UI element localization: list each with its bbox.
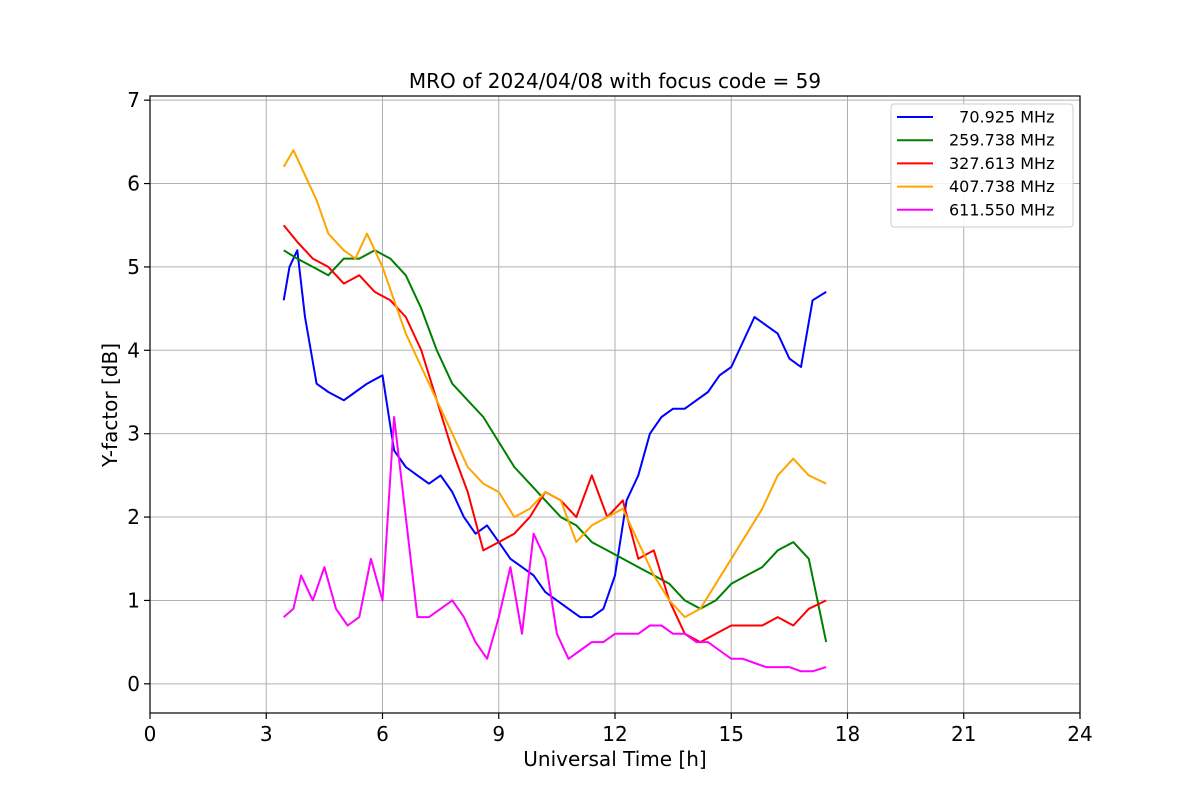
legend-label: 407.738 MHz [949,177,1054,196]
y-tick-label: 7 [127,88,140,112]
series-layer [282,149,828,673]
y-tick-label: 5 [127,255,140,279]
x-tick-label: 15 [719,722,744,746]
y-tick-label: 1 [127,588,140,612]
legend-label: 611.550 MHz [949,200,1054,219]
y-tick-label: 2 [127,505,140,529]
x-tick-label: 18 [835,722,860,746]
legend-label: 327.613 MHz [949,154,1054,173]
chart-title: MRO of 2024/04/08 with focus code = 59 [409,69,821,93]
y-tick-label: 0 [127,672,140,696]
y-tick-label: 4 [127,338,140,362]
y-axis-label: Y-factor [dB] [98,343,122,468]
series-line-5 [283,416,827,673]
series-line-4 [282,149,827,619]
legend: 70.925 MHz 259.738 MHz 327.613 MHz 407.738 … [890,103,1074,228]
x-axis-label: Universal Time [h] [523,747,706,771]
x-tick-label: 9 [492,722,505,746]
legend-label: 259.738 MHz [949,131,1054,150]
x-tick-label: 24 [1067,722,1092,746]
x-tick-label: 12 [602,722,627,746]
x-tick-label: 0 [144,722,157,746]
x-tick-label: 21 [951,722,976,746]
y-tick-label: 6 [127,172,140,196]
y-tick-label: 3 [127,422,140,446]
x-tick-label: 6 [376,722,389,746]
x-tick-label: 3 [260,722,273,746]
legend-box [890,103,1074,228]
legend-label: 70.925 MHz [949,108,1054,127]
series-line-2 [283,249,828,643]
